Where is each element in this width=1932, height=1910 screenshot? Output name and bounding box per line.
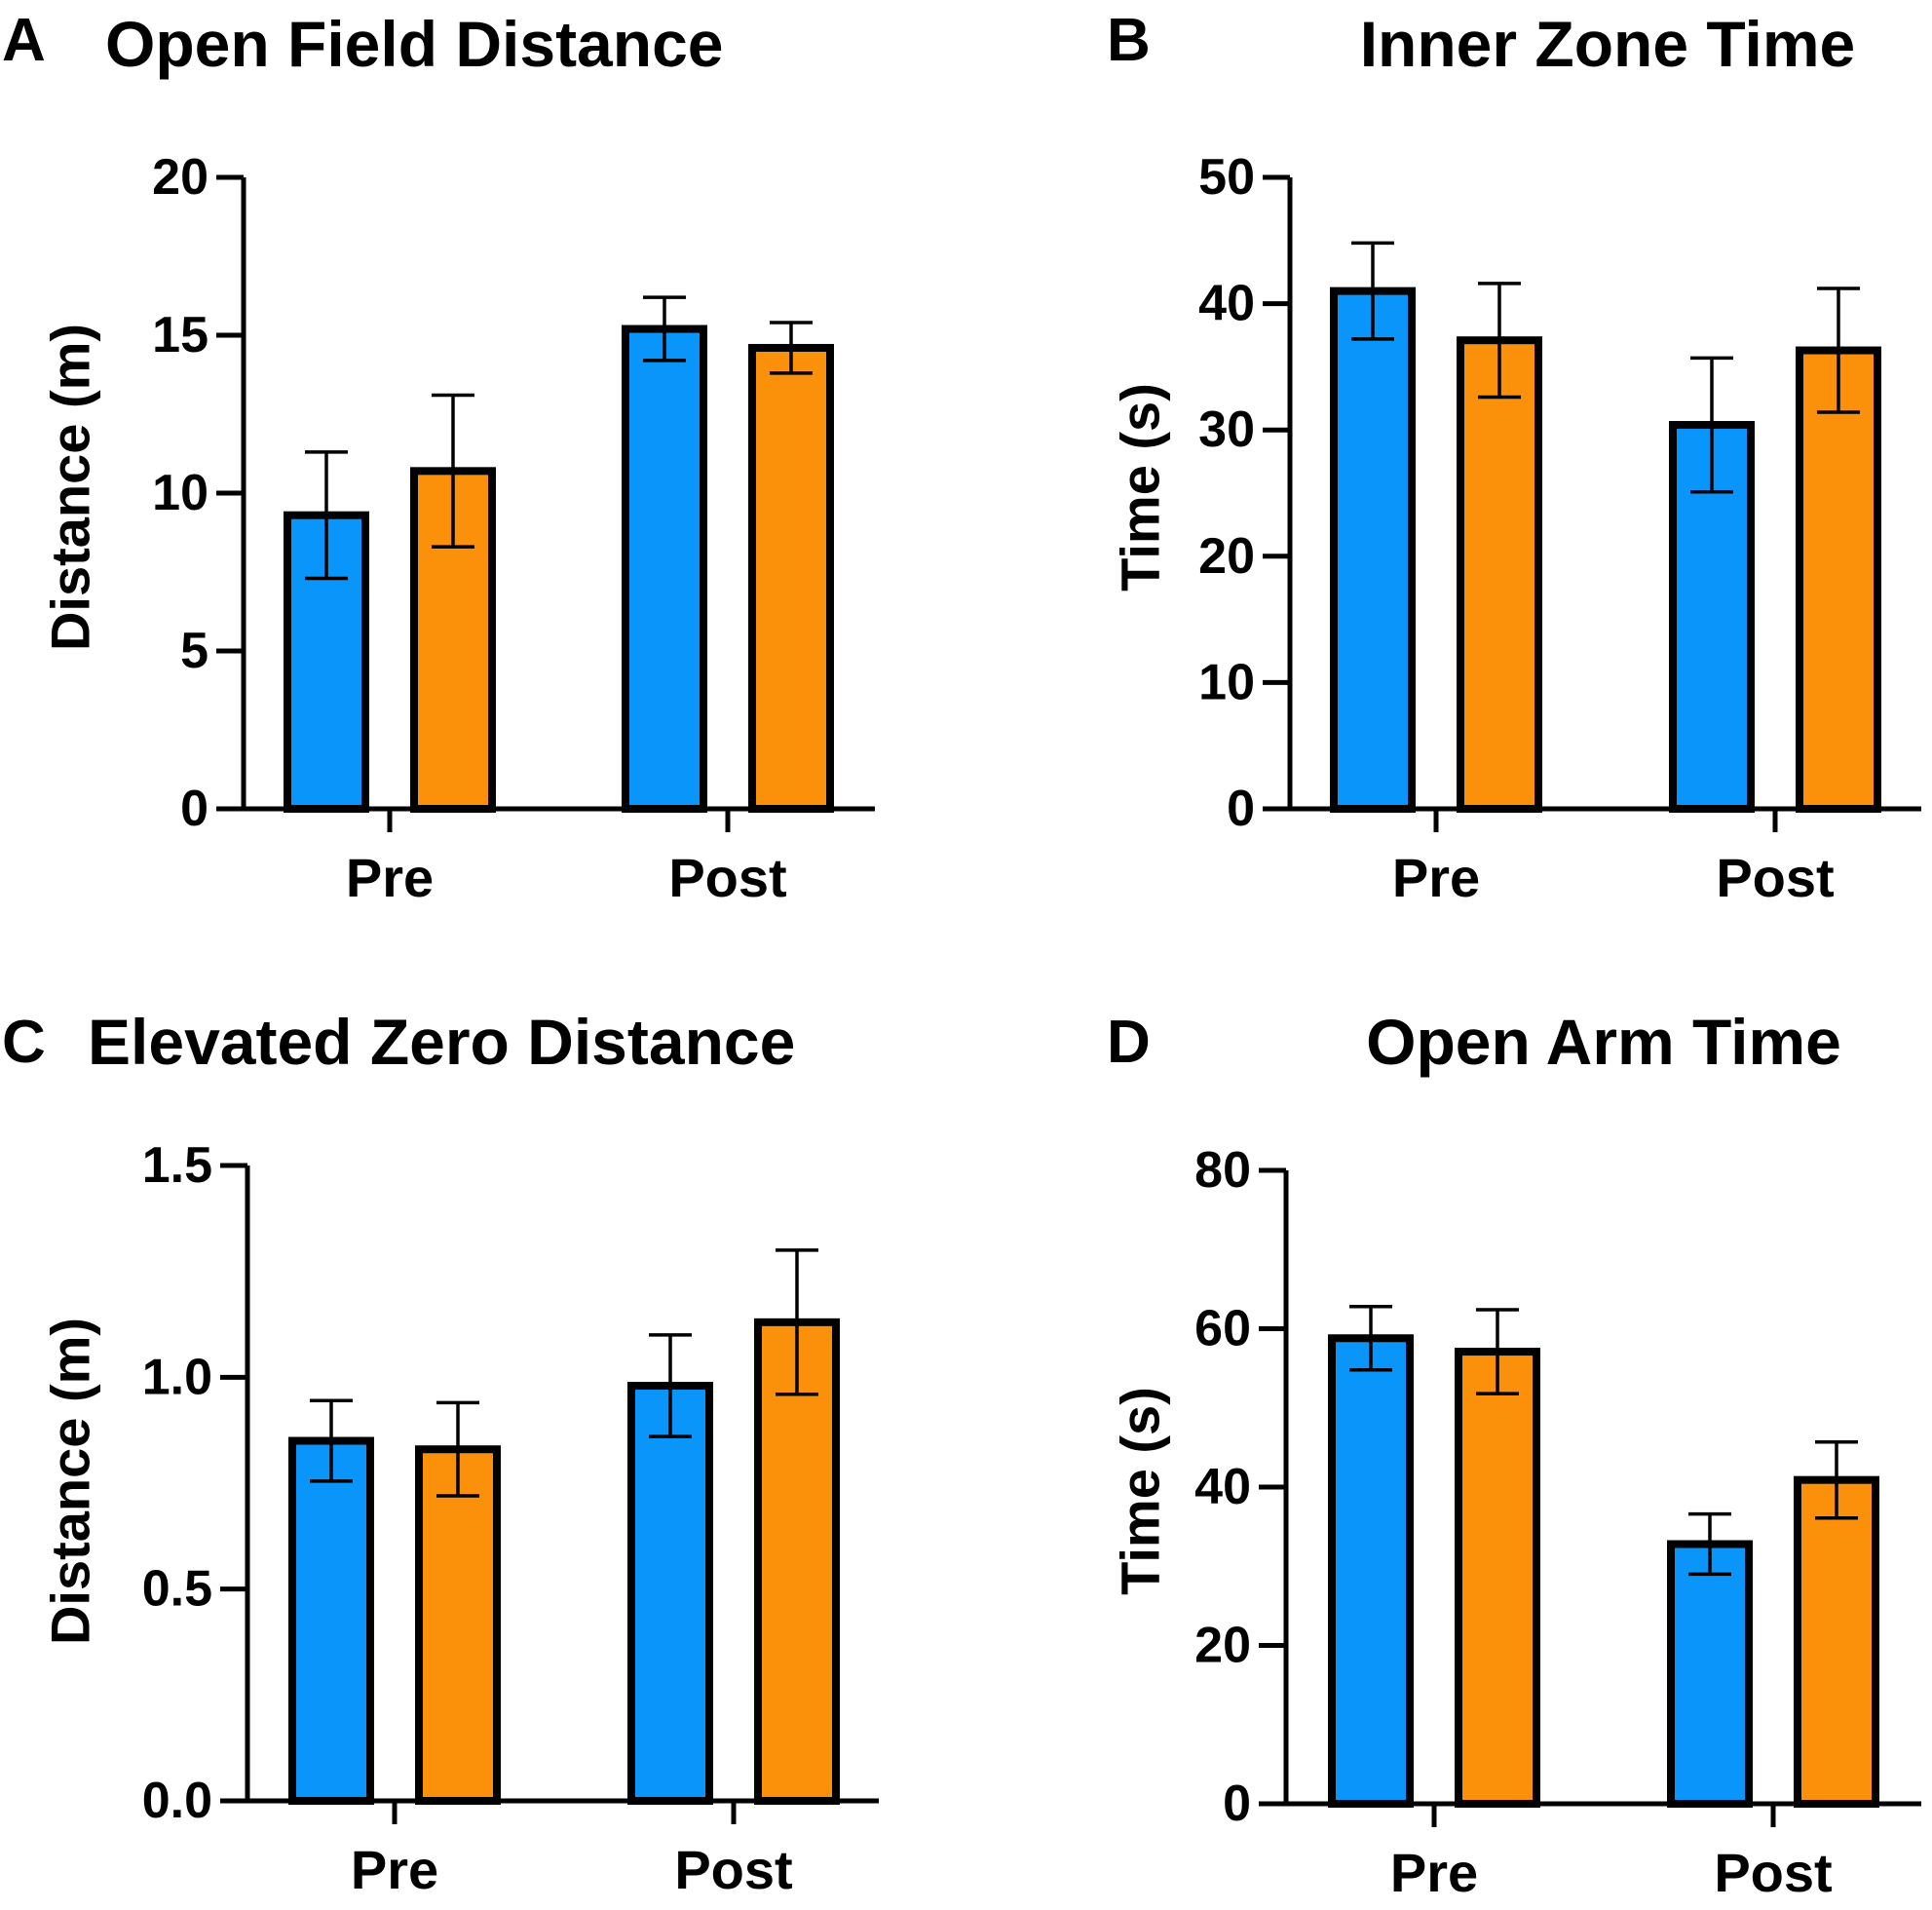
y-tick-label: 5 xyxy=(180,623,208,679)
y-axis-label: Time (s) xyxy=(1110,1387,1171,1595)
x-tick-label-post: Post xyxy=(668,847,786,908)
bar-post-series-2 xyxy=(748,343,834,813)
bar-pre-series-2 xyxy=(1455,1348,1540,1808)
y-tick-label: 30 xyxy=(1198,401,1255,458)
panel-letter: D xyxy=(1107,1009,1151,1076)
y-tick-label: 15 xyxy=(152,307,208,363)
y-tick-label: 40 xyxy=(1198,276,1255,332)
y-tick-label: 80 xyxy=(1194,1142,1251,1199)
chart-title: Elevated Zero Distance xyxy=(88,1006,795,1078)
y-tick-label: 0 xyxy=(1227,781,1255,837)
panel-letter: C xyxy=(2,1009,46,1076)
x-tick-label-pre: Pre xyxy=(346,847,434,908)
bar-post-series-2 xyxy=(1794,1475,1879,1808)
x-tick-label-pre: Pre xyxy=(1392,847,1480,908)
y-tick-label: 20 xyxy=(1198,528,1255,585)
y-tick-label: 50 xyxy=(1198,149,1255,206)
y-tick-label: 10 xyxy=(1198,654,1255,710)
y-tick-label: 20 xyxy=(152,149,208,206)
y-tick-label: 0.0 xyxy=(142,1773,212,1829)
bar-pre-series-2 xyxy=(1457,336,1542,813)
chart-panel-c: C Elevated Zero Distance Distance (m) 0.0 0.… xyxy=(2,1006,879,1900)
x-tick-label-pre: Pre xyxy=(351,1839,438,1900)
bar-pre-series-1 xyxy=(288,1436,374,1805)
panel-letter: A xyxy=(2,7,46,74)
y-tick-label: 60 xyxy=(1194,1301,1251,1357)
y-tick-label: 0.5 xyxy=(142,1561,212,1618)
chart-title: Open Field Distance xyxy=(105,8,723,80)
chart-title: Open Arm Time xyxy=(1366,1006,1841,1078)
panel-letter: B xyxy=(1107,7,1151,74)
y-tick-label: 10 xyxy=(152,465,208,521)
chart-panel-a: A Open Field Distance Distance (m) 0 5 10 15 20… xyxy=(2,7,875,908)
chart-title: Inner Zone Time xyxy=(1360,8,1856,80)
y-tick-label: 1.0 xyxy=(142,1349,212,1405)
bar-post-series-2 xyxy=(1796,346,1881,813)
bar-pre-series-1 xyxy=(1328,1334,1414,1808)
y-tick-label: 0 xyxy=(1223,1776,1251,1832)
y-tick-label: 0 xyxy=(180,781,208,837)
chart-panel-d: D Open Arm Time Time (s) 0 20 40 60 80 Pre Post xyxy=(1107,1006,1921,1903)
y-tick-label: 1.5 xyxy=(142,1137,212,1194)
x-tick-label-post: Post xyxy=(1716,847,1834,908)
bar-pre-series-2 xyxy=(415,1445,501,1806)
y-axis-label: Distance (m) xyxy=(40,1318,101,1645)
y-tick-label: 40 xyxy=(1194,1459,1251,1515)
bar-pre-series-1 xyxy=(1330,286,1416,813)
bar-post-series-1 xyxy=(622,325,707,813)
chart-panel-b: B Inner Zone Time Time (s) 0 10 20 30 40 50 Pre Po… xyxy=(1107,7,1921,908)
y-axis-label: Time (s) xyxy=(1110,383,1171,592)
x-tick-label-pre: Pre xyxy=(1390,1842,1478,1903)
y-axis-label: Distance (m) xyxy=(40,324,101,651)
bar-post-series-1 xyxy=(627,1382,713,1805)
y-tick-label: 20 xyxy=(1194,1618,1251,1674)
x-tick-label-post: Post xyxy=(1714,1842,1832,1903)
x-tick-label-post: Post xyxy=(674,1839,792,1900)
bar-post-series-1 xyxy=(1667,1540,1753,1808)
